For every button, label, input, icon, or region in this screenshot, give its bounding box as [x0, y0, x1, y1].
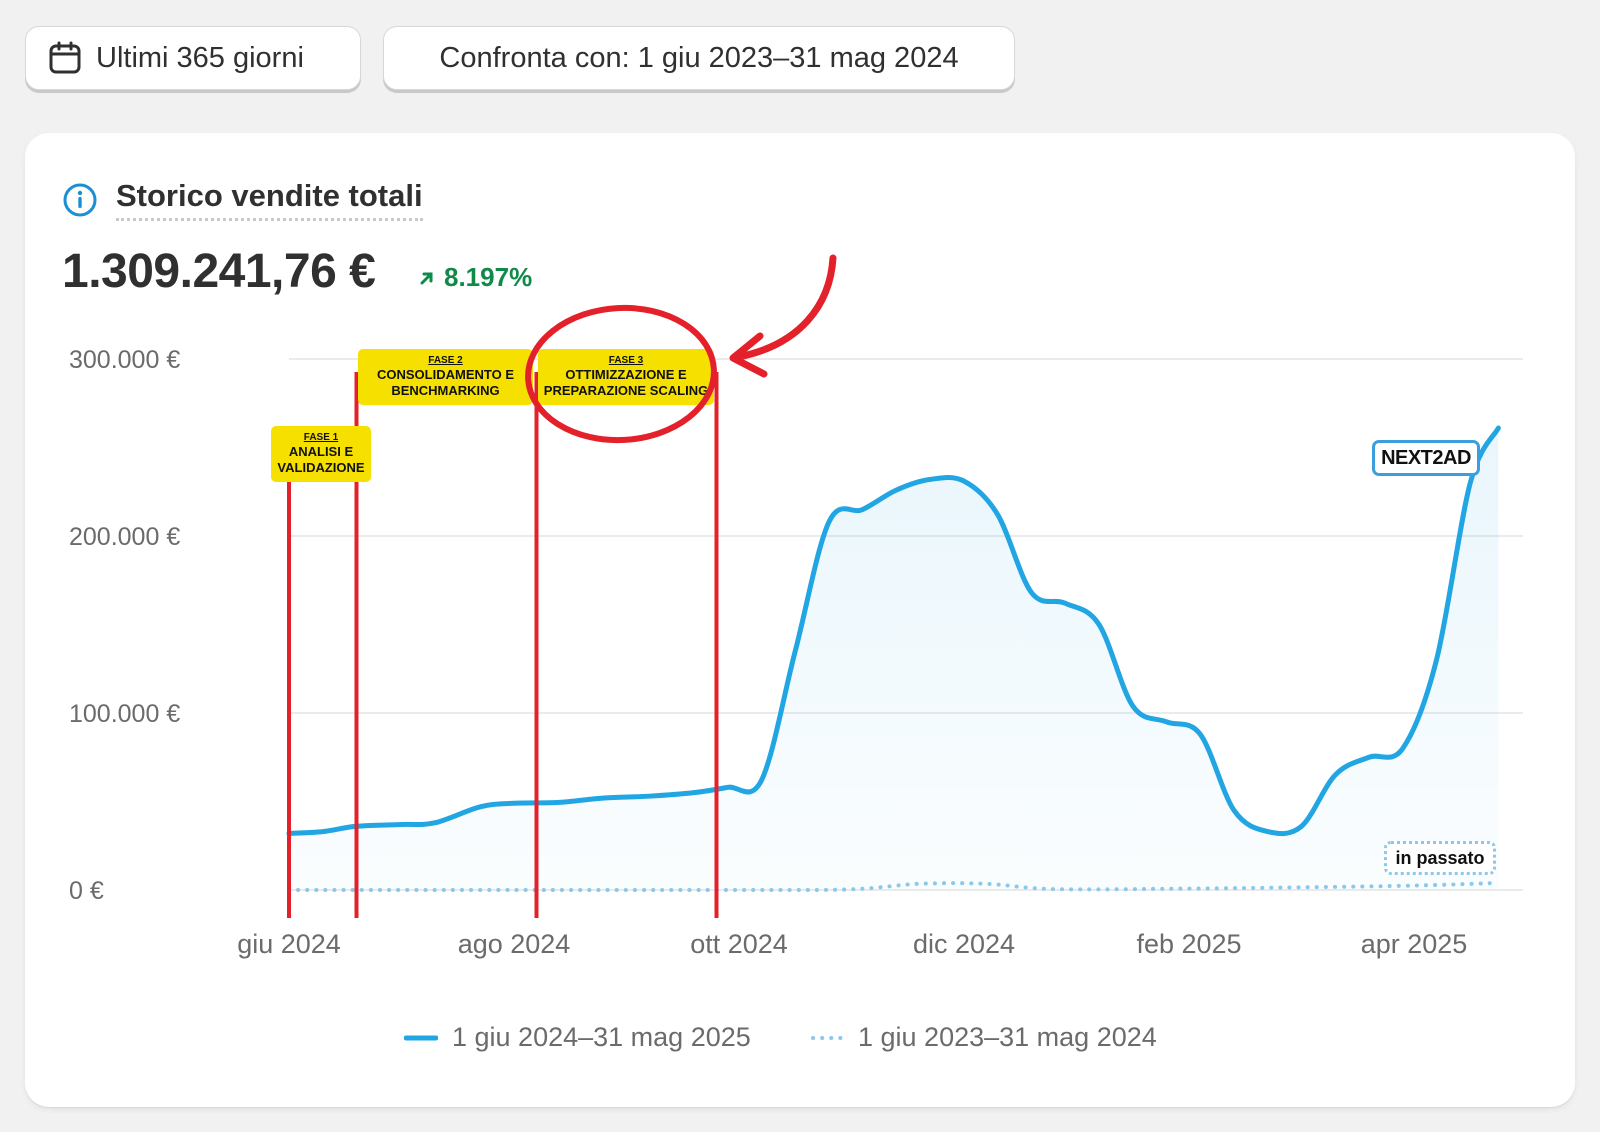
legend-item-current[interactable]: 1 giu 2024–31 mag 2025	[404, 1022, 751, 1053]
y-tick-label-2: 100.000 €	[69, 700, 180, 728]
phase-3-number: FASE 3	[608, 355, 644, 367]
phase-2-line-1: CONSOLIDAMENTO E	[377, 367, 514, 383]
phase-3-line-2: PREPARAZIONE SCALING	[543, 383, 709, 398]
date-range-label: Ultimi 365 giorni	[96, 41, 304, 74]
calendar-icon	[49, 41, 81, 74]
series-current-line	[286, 425, 1501, 837]
y-tick-label-1: 200.000 €	[69, 523, 180, 551]
growth-badge: 8.197%	[418, 262, 532, 293]
next2ad-logo: NEXT2AD	[1372, 440, 1480, 476]
x-tick-label-1: ago 2024	[458, 929, 571, 959]
legend-swatch-solid	[404, 1035, 438, 1040]
card-header: Storico vendite totali	[62, 178, 423, 221]
y-tick-label-0: 300.000 €	[69, 346, 180, 374]
phase-1-number: FASE 1	[303, 432, 339, 444]
phase-2-annotation: FASE 2 CONSOLIDAMENTO E BENCHMARKING	[358, 349, 533, 405]
legend-label-current: 1 giu 2024–31 mag 2025	[452, 1022, 751, 1052]
phase-3-line-1: OTTIMIZZAZIONE E	[565, 367, 687, 383]
x-tick-label-2: ott 2024	[690, 929, 788, 959]
growth-value: 8.197%	[444, 262, 533, 292]
compare-range-button[interactable]: Confronta con: 1 giu 2023–31 mag 2024	[383, 26, 1015, 90]
phase-2-line-2: BENCHMARKING	[391, 383, 500, 398]
legend-label-previous: 1 giu 2023–31 mag 2024	[858, 1022, 1157, 1052]
past-period-badge: in passato	[1384, 841, 1496, 875]
x-tick-label-4: feb 2025	[1136, 929, 1241, 959]
arrow-up-right-icon	[420, 272, 433, 284]
series-current-area	[289, 428, 1499, 890]
info-icon[interactable]	[62, 182, 98, 218]
legend-swatch-dotted	[811, 1035, 844, 1040]
date-range-button[interactable]: Ultimi 365 giorni	[25, 26, 361, 90]
phase-1-annotation: FASE 1 ANALISI E VALIDAZIONE	[271, 426, 371, 482]
total-sales-value: 1.309.241,76 €	[62, 245, 376, 298]
card-title[interactable]: Storico vendite totali	[116, 178, 423, 221]
y-tick-label-3: 0 €	[69, 877, 104, 905]
x-tick-label-5: apr 2025	[1361, 929, 1468, 959]
phase-3-annotation: FASE 3 OTTIMIZZAZIONE E PREPARAZIONE SCA…	[538, 349, 714, 405]
x-tick-label-3: dic 2024	[913, 929, 1015, 959]
compare-range-label: Confronta con: 1 giu 2023–31 mag 2024	[439, 41, 959, 74]
legend-item-previous[interactable]: 1 giu 2023–31 mag 2024	[810, 1022, 1157, 1053]
phase-1-line-2: VALIDAZIONE	[277, 460, 365, 475]
x-tick-label-0: giu 2024	[237, 929, 341, 959]
phase-2-number: FASE 2	[428, 355, 463, 367]
phase-1-line-1: ANALISI E	[288, 444, 354, 460]
